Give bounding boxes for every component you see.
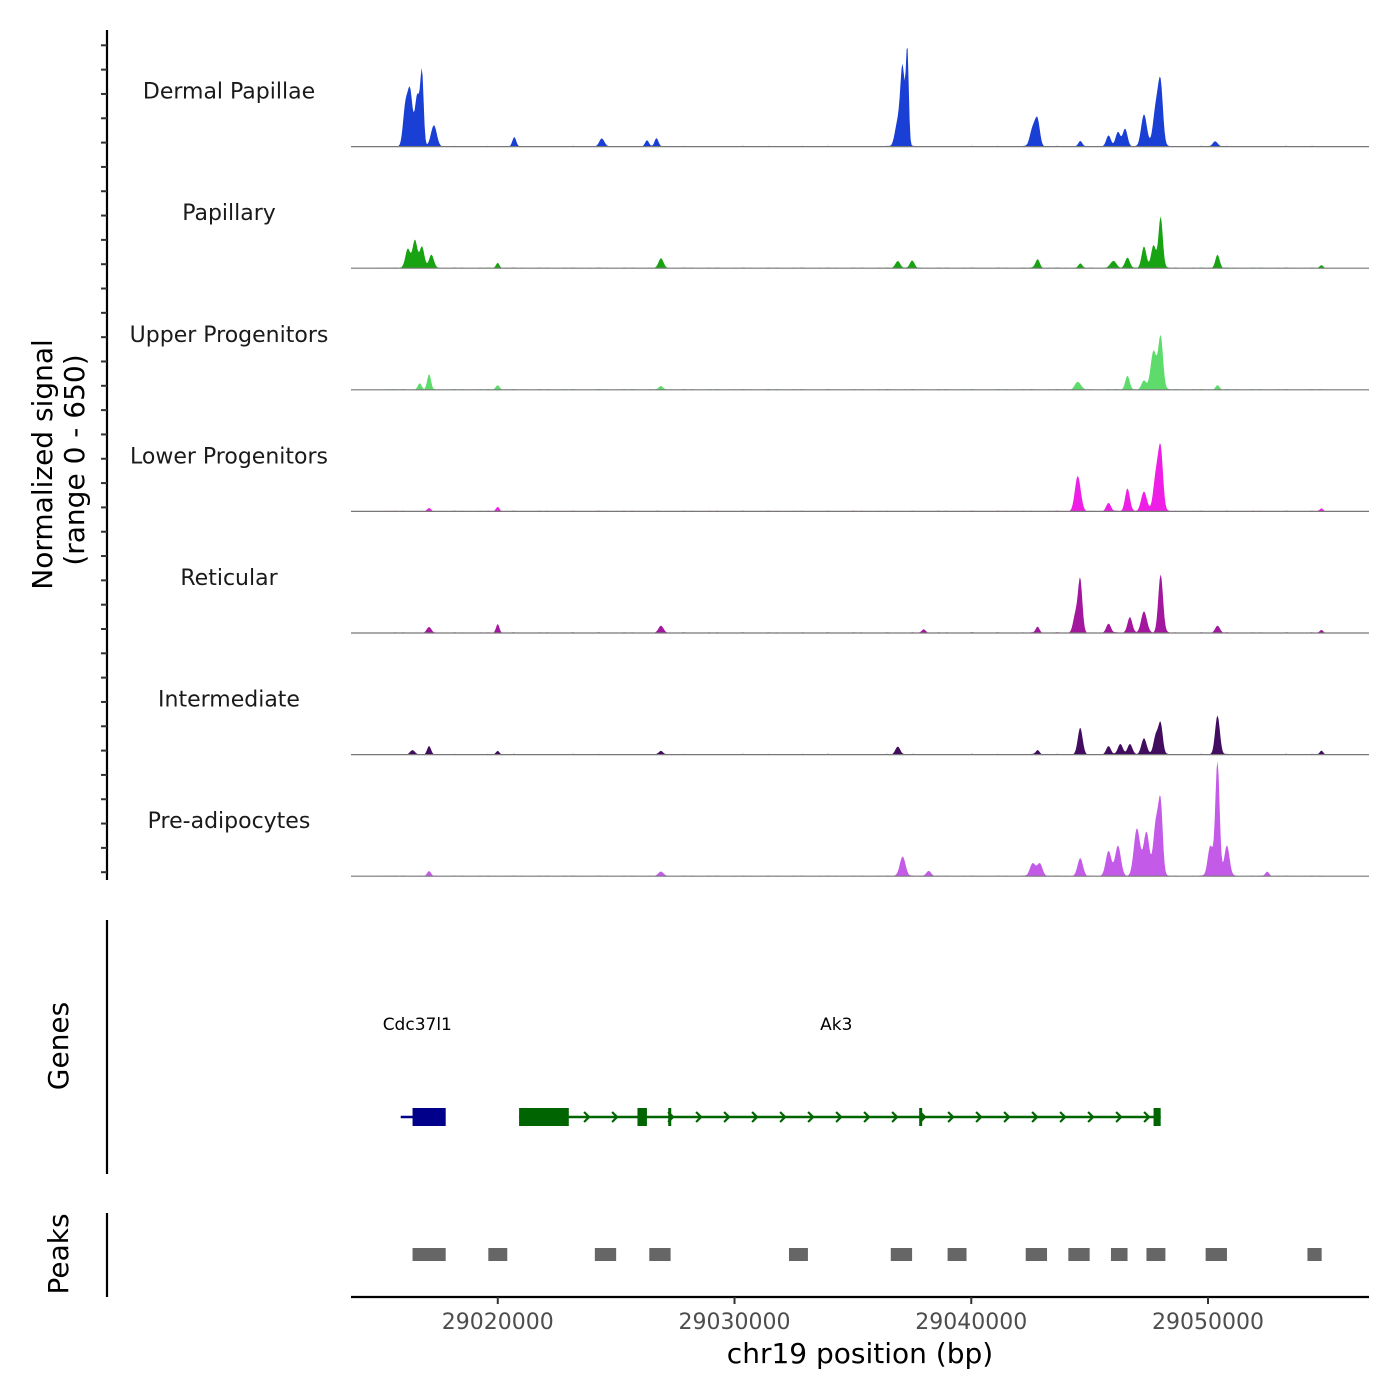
track-pre-adipocytes: Pre-adipocytes bbox=[148, 761, 1369, 877]
strand-arrow bbox=[1031, 1111, 1039, 1123]
gene-track: Cdc37l1 Ak3 bbox=[105, 920, 1161, 1174]
track-reticular: Reticular bbox=[180, 566, 1369, 634]
strand-arrow bbox=[835, 1111, 843, 1123]
peak-region bbox=[649, 1248, 671, 1261]
strand-arrow bbox=[975, 1111, 983, 1123]
x-tick-label: 29020000 bbox=[442, 1310, 554, 1335]
peak-region bbox=[1205, 1248, 1227, 1261]
peak-region bbox=[1068, 1248, 1090, 1261]
peak-region bbox=[1025, 1248, 1048, 1261]
track-label: Reticular bbox=[180, 566, 278, 591]
x-tick-label: 29050000 bbox=[1152, 1310, 1264, 1335]
track-label: Lower Progenitors bbox=[130, 444, 328, 469]
gene-cdc37l1: Cdc37l1 bbox=[383, 1015, 452, 1126]
track-label: Upper Progenitors bbox=[130, 323, 329, 348]
signal-y-axis bbox=[101, 30, 109, 880]
signal-area bbox=[351, 47, 1332, 147]
gene-ak3: Ak3 bbox=[519, 1015, 1161, 1126]
strand-arrow bbox=[1059, 1111, 1067, 1123]
gene-exon bbox=[668, 1108, 672, 1126]
gene-exon bbox=[637, 1108, 647, 1126]
strand-arrow bbox=[751, 1111, 759, 1123]
strand-arrow bbox=[1143, 1111, 1151, 1123]
gene-exon bbox=[1153, 1108, 1161, 1126]
genes-axis-title: Genes bbox=[42, 1002, 75, 1090]
track-intermediate: Intermediate bbox=[158, 688, 1369, 756]
strand-arrow bbox=[1087, 1111, 1095, 1123]
track-label: Dermal Papillae bbox=[143, 80, 315, 105]
signal-area bbox=[351, 334, 1332, 390]
peak-region bbox=[1146, 1248, 1166, 1261]
track-lower-progenitors: Lower Progenitors bbox=[130, 443, 1369, 512]
signal-area bbox=[351, 761, 1332, 877]
gene-name-label: Cdc37l1 bbox=[383, 1015, 452, 1035]
signal-tracks: Dermal Papillae Papillary Upper Progenitor… bbox=[130, 47, 1369, 877]
peak-region bbox=[412, 1248, 446, 1261]
track-label: Papillary bbox=[182, 201, 276, 226]
peaks-axis-title: Peaks bbox=[42, 1213, 75, 1294]
strand-arrow bbox=[863, 1111, 871, 1123]
x-axis: 29020000 29030000 29040000 29050000 bbox=[351, 1295, 1369, 1335]
peak-region bbox=[788, 1248, 808, 1261]
peak-region bbox=[594, 1248, 617, 1261]
strand-arrow bbox=[891, 1111, 899, 1123]
gene-exon bbox=[412, 1108, 446, 1126]
x-axis-title: chr19 position (bp) bbox=[727, 1337, 993, 1370]
signal-area bbox=[351, 715, 1332, 755]
track-papillary: Papillary bbox=[182, 201, 1369, 269]
signal-area bbox=[351, 443, 1332, 512]
signal-area bbox=[351, 216, 1332, 269]
track-upper-progenitors: Upper Progenitors bbox=[130, 323, 1369, 391]
strand-arrow bbox=[611, 1111, 619, 1123]
strand-arrow bbox=[583, 1111, 591, 1123]
signal-axis-title: Normalized signal (range 0 - 650) bbox=[26, 330, 91, 589]
strand-arrow bbox=[807, 1111, 815, 1123]
strand-arrow bbox=[1115, 1111, 1123, 1123]
strand-arrow bbox=[947, 1111, 955, 1123]
gene-exon bbox=[919, 1108, 923, 1126]
strand-arrow bbox=[723, 1111, 731, 1123]
peak-region bbox=[947, 1248, 967, 1261]
signal-area bbox=[351, 574, 1332, 633]
peak-track bbox=[105, 1213, 1322, 1297]
track-dermal-papillae: Dermal Papillae bbox=[143, 47, 1369, 148]
gene-exon bbox=[519, 1108, 569, 1126]
peak-region bbox=[1110, 1248, 1128, 1261]
strand-arrow bbox=[779, 1111, 787, 1123]
track-label: Intermediate bbox=[158, 688, 300, 713]
strand-arrow bbox=[1003, 1111, 1011, 1123]
peak-region bbox=[1307, 1248, 1322, 1261]
track-label: Pre-adipocytes bbox=[148, 809, 311, 834]
peak-region bbox=[890, 1248, 913, 1261]
gene-name-label: Ak3 bbox=[820, 1015, 852, 1035]
x-tick-label: 29040000 bbox=[915, 1310, 1027, 1335]
peak-region bbox=[488, 1248, 508, 1261]
x-tick-label: 29030000 bbox=[679, 1310, 791, 1335]
strand-arrow bbox=[695, 1111, 703, 1123]
